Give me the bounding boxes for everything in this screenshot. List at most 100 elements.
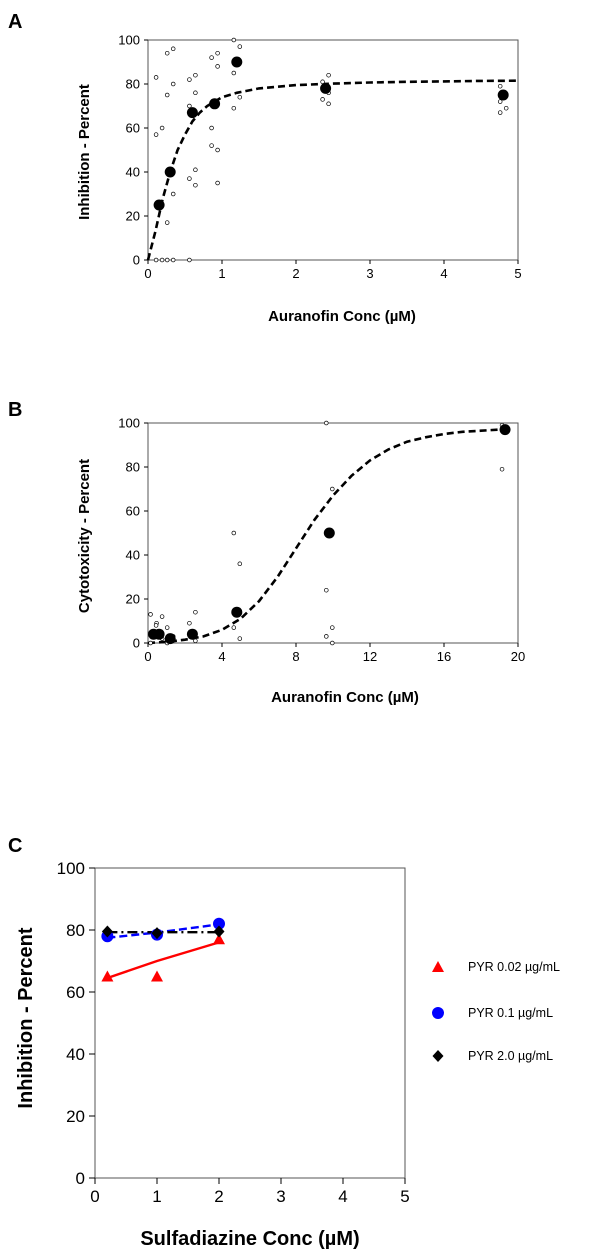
- x-tick-label-c: 2: [214, 1187, 223, 1206]
- y-tick-label-a: 40: [126, 165, 140, 180]
- replicate-point-a: [237, 44, 243, 49]
- x-tick-label-b: 20: [511, 649, 525, 664]
- replicate-point-a: [503, 105, 509, 111]
- replicate-point-b: [159, 614, 165, 619]
- replicate-point-b: [164, 625, 170, 630]
- x-tick-label-a: 2: [292, 266, 299, 281]
- legend: PYR 0.02 µg/mL PYR 0.1 µg/mL PYR 2.0 µg/mL: [432, 960, 560, 1063]
- panel-b: B 0 4 8 12 16 20 0 20 40 60 80 100 Auranofin Conc (…: [8, 399, 525, 706]
- replicate-point-a: [320, 97, 325, 102]
- x-tick-label-c: 1: [152, 1187, 161, 1206]
- replicate-point-a: [187, 103, 192, 109]
- replicate-point-a: [231, 37, 237, 43]
- replicate-point-a: [164, 220, 170, 225]
- mean-point-b: [153, 628, 165, 640]
- replicate-point-b: [330, 486, 335, 492]
- replicate-point-a: [326, 101, 331, 107]
- replicate-point-b: [330, 640, 335, 646]
- replicate-point-b: [153, 623, 159, 628]
- x-tick-label-a: 0: [144, 266, 151, 281]
- replicate-point-a: [209, 125, 214, 131]
- panel-a: A 0 1 2 3 4 5 0 20 40 60 80 100 Auranofin Conc (µM)…: [8, 11, 522, 325]
- replicate-point-a: [170, 46, 176, 52]
- panel-label-b: B: [8, 399, 22, 421]
- replicate-point-a: [209, 55, 214, 60]
- mean-point-a: [209, 98, 221, 110]
- mean-point-a: [186, 107, 198, 119]
- replicate-point-a: [159, 125, 165, 131]
- replicate-point-a: [320, 79, 325, 85]
- replicate-point-a: [153, 257, 159, 263]
- panel-label-a: A: [8, 11, 22, 33]
- panel-c: C 0 1 2 3 4 5 0 20 40 60 80 100 Sulfadiazine Conc (…: [8, 835, 560, 1250]
- x-tick-label-c: 4: [338, 1187, 347, 1206]
- x-axis-title-c: Sulfadiazine Conc (µM): [140, 1228, 359, 1250]
- y-tick-label-c: 80: [66, 921, 85, 940]
- replicate-point-b: [148, 640, 153, 646]
- y-tick-label-b: 80: [126, 460, 140, 475]
- replicate-point-a: [215, 147, 220, 153]
- x-tick-label-a: 3: [366, 266, 373, 281]
- y-tick-label-c: 60: [66, 983, 85, 1002]
- replicate-point-a: [193, 167, 198, 173]
- trend-line-series-1: [107, 941, 220, 980]
- fit-curve-a: [146, 79, 519, 261]
- replicate-point-b: [324, 587, 329, 593]
- replicate-point-b: [148, 612, 153, 617]
- y-tick-label-b: 100: [118, 416, 140, 431]
- replicate-point-a: [326, 72, 331, 78]
- replicate-point-a: [215, 64, 220, 69]
- replicate-point-b: [231, 625, 237, 630]
- replicate-point-b: [330, 625, 335, 630]
- replicate-point-a: [187, 176, 192, 181]
- x-tick-label-c: 3: [276, 1187, 285, 1206]
- data-point-series-1: [213, 933, 225, 945]
- y-tick-label-c: 0: [76, 1169, 85, 1188]
- mean-point-a: [320, 82, 332, 94]
- legend-marker-series-2: [432, 1007, 444, 1019]
- x-tick-label-a: 4: [440, 266, 447, 281]
- replicate-point-b: [499, 466, 505, 472]
- replicate-point-a: [231, 70, 237, 76]
- replicate-point-a: [231, 105, 237, 111]
- replicate-point-a: [153, 132, 159, 137]
- legend-marker-series-3: [432, 1050, 444, 1062]
- x-tick-label-b: 16: [437, 649, 451, 664]
- replicate-point-b: [193, 638, 198, 644]
- mean-point-b: [499, 424, 511, 436]
- replicate-point-a: [497, 110, 503, 115]
- y-tick-label-a: 20: [126, 209, 140, 224]
- replicate-point-b: [187, 620, 192, 626]
- mean-point-a: [497, 89, 509, 101]
- mean-point-b: [323, 527, 335, 539]
- replicate-point-a: [187, 257, 192, 263]
- plot-frame-c: [94, 867, 406, 1179]
- y-tick-label-a: 60: [126, 121, 140, 136]
- mean-point-a: [231, 56, 243, 68]
- legend-label-series-1: PYR 0.02 µg/mL: [468, 960, 560, 974]
- replicate-point-a: [215, 50, 220, 56]
- replicate-point-a: [164, 257, 170, 263]
- mean-point-b: [164, 633, 176, 645]
- x-axis-title-a: Auranofin Conc (µM): [268, 308, 416, 325]
- x-tick-label-a: 1: [218, 266, 225, 281]
- y-axis-title-c: Inhibition - Percent: [15, 927, 37, 1108]
- replicate-point-a: [170, 191, 176, 197]
- data-point-series-1: [151, 970, 163, 982]
- replicate-point-a: [164, 50, 170, 56]
- replicate-point-a: [237, 94, 243, 100]
- y-tick-label-c: 20: [66, 1107, 85, 1126]
- replicate-point-a: [497, 83, 503, 89]
- mean-point-a: [164, 166, 176, 178]
- x-tick-label-b: 4: [218, 649, 225, 664]
- y-tick-label-c: 40: [66, 1045, 85, 1064]
- mean-point-b: [231, 606, 243, 618]
- data-point-series-3: [101, 925, 113, 938]
- y-tick-label-a: 0: [133, 253, 140, 268]
- replicate-point-a: [497, 99, 503, 104]
- legend-label-series-3: PYR 2.0 µg/mL: [468, 1049, 553, 1063]
- y-tick-label-b: 0: [133, 636, 140, 651]
- y-tick-label-a: 100: [118, 33, 140, 48]
- y-tick-label-b: 60: [126, 504, 140, 519]
